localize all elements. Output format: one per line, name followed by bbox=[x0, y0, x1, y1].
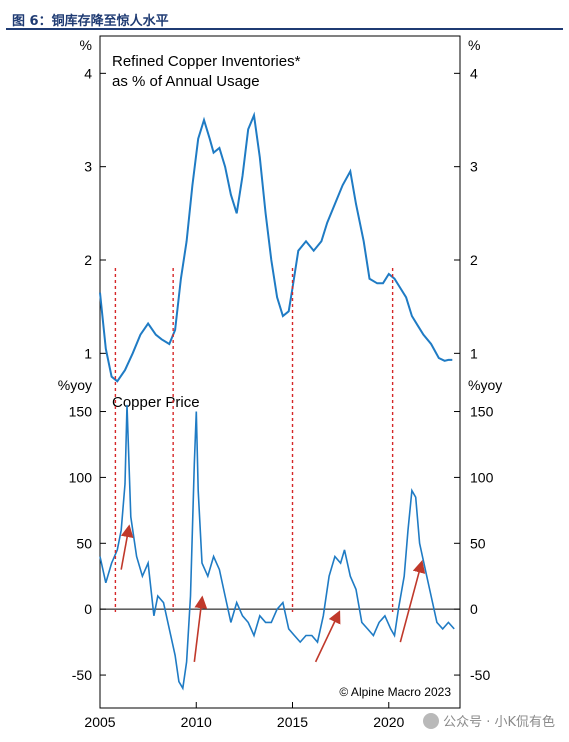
copyright-annotation: © Alpine Macro 2023 bbox=[339, 685, 451, 699]
top-left-tick-label: 3 bbox=[84, 159, 92, 175]
bottom-left-tick-label: 0 bbox=[84, 601, 92, 617]
top-left-tick-label: 2 bbox=[84, 252, 92, 268]
bottom-panel-title: Copper Price bbox=[112, 394, 200, 411]
top-right-tick-label: 3 bbox=[470, 159, 478, 175]
bottom-left-tick-label: 100 bbox=[69, 469, 93, 485]
bottom-right-tick-label: 150 bbox=[470, 404, 494, 420]
x-tick-label: 2010 bbox=[181, 714, 212, 730]
top-panel-title-line: as % of Annual Usage bbox=[112, 73, 260, 90]
bottom-right-tick-label: 50 bbox=[470, 535, 486, 551]
figure-caption: 图 6：铜库存降至惊人水平 bbox=[12, 14, 169, 29]
x-tick-label: 2005 bbox=[84, 714, 115, 730]
watermark: 公众号 · 小K侃有色 bbox=[423, 711, 555, 730]
top-panel-title-line: Refined Copper Inventories* bbox=[112, 53, 301, 70]
top-left-tick-label: 4 bbox=[84, 65, 92, 81]
bottom-right-tick-label: -50 bbox=[470, 667, 490, 683]
figure-caption-bar: 图 6：铜库存降至惊人水平 bbox=[6, 6, 563, 30]
bottom-left-unit: %yoy bbox=[58, 377, 92, 393]
trend-arrow bbox=[314, 610, 341, 663]
top-right-tick-label: 2 bbox=[470, 252, 478, 268]
top-right-tick-label: 1 bbox=[470, 345, 478, 361]
top-right-tick-label: 4 bbox=[470, 65, 478, 81]
wechat-icon bbox=[423, 713, 440, 729]
x-tick-label: 2020 bbox=[373, 714, 404, 730]
bottom-right-tick-label: 100 bbox=[470, 469, 494, 485]
series-line-inventories bbox=[99, 111, 453, 383]
top-right-unit: % bbox=[468, 37, 480, 53]
top-left-tick-label: 1 bbox=[84, 345, 92, 361]
bottom-right-tick-label: 0 bbox=[470, 601, 478, 617]
bottom-left-tick-label: 150 bbox=[69, 404, 93, 420]
trend-arrow bbox=[120, 524, 134, 570]
plot-frame bbox=[99, 35, 461, 709]
bottom-right-unit: %yoy bbox=[468, 377, 502, 393]
x-tick-label: 2015 bbox=[277, 714, 308, 730]
top-left-unit: % bbox=[80, 37, 92, 53]
trend-arrow bbox=[193, 595, 208, 662]
series-line-copper-price bbox=[99, 404, 455, 691]
bottom-left-tick-label: -50 bbox=[72, 667, 92, 683]
trend-arrow bbox=[399, 559, 426, 643]
bottom-left-tick-label: 50 bbox=[76, 535, 92, 551]
watermark-text: 公众号 · 小K侃有色 bbox=[443, 715, 555, 730]
